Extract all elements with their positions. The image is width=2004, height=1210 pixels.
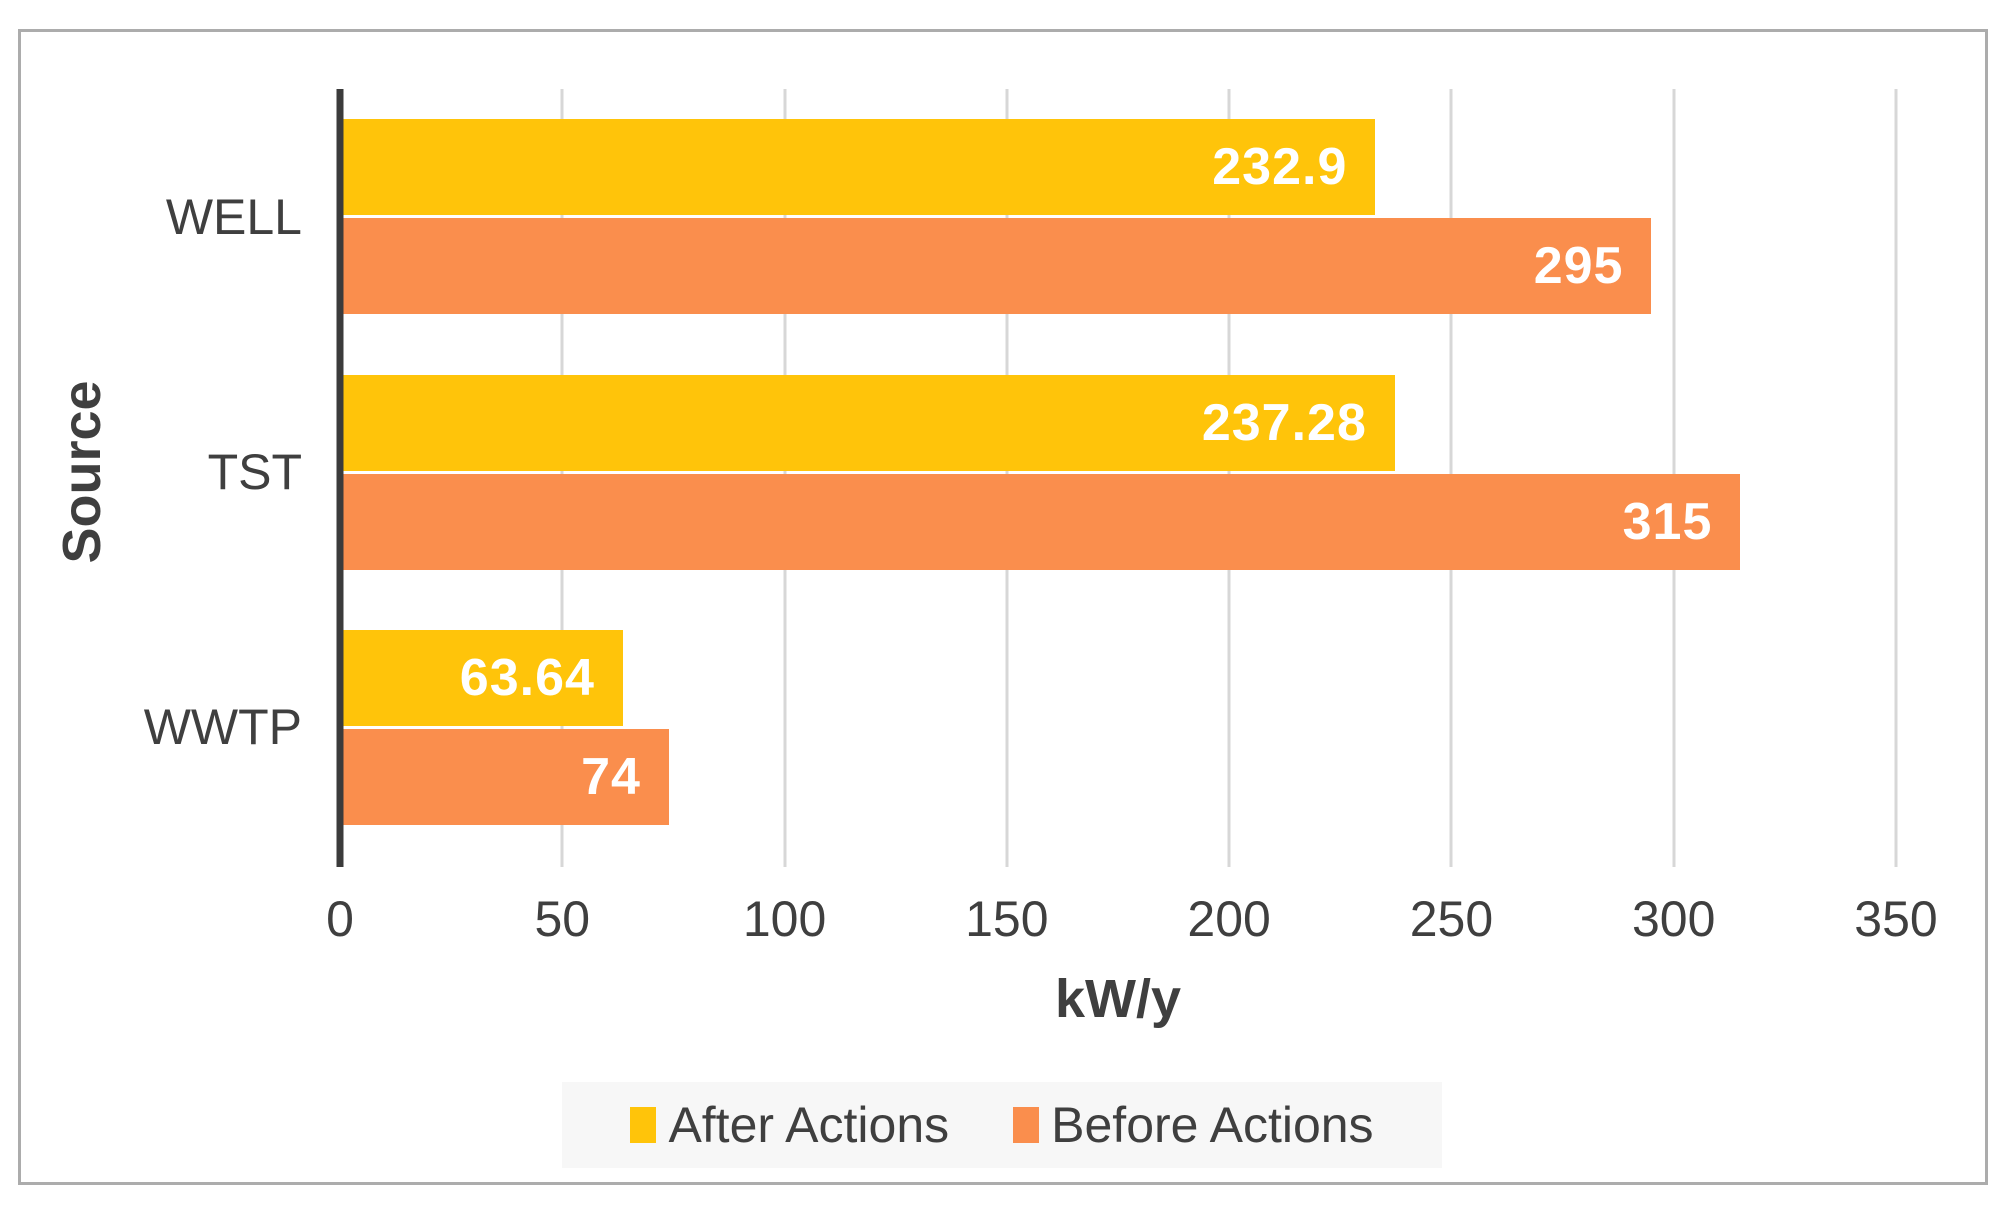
y-axis-line (336, 89, 344, 867)
bar-value-label-before-actions-wwtp: 74 (581, 747, 641, 806)
bar-before-actions-tst: 315 (340, 473, 1741, 570)
bar-after-actions-tst: 237.28 (340, 374, 1395, 471)
bar-after-actions-wwtp: 63.64 (340, 629, 623, 726)
bar-value-label-after-actions-wwtp: 63.64 (459, 648, 595, 707)
chart-legend: After Actions Before Actions (562, 1082, 1442, 1168)
category-label-tst: TST (207, 444, 302, 500)
legend-marker-after-actions-icon (630, 1107, 657, 1143)
x-axis-title: kW/y (1054, 969, 1182, 1029)
bar-value-label-before-actions-tst: 315 (1622, 492, 1713, 551)
x-tick-label-100: 100 (742, 891, 827, 947)
legend-label-before-actions: Before Actions (1051, 1097, 1374, 1153)
x-tick-label-350: 350 (1854, 891, 1938, 947)
bar-after-actions-well: 232.9 (340, 119, 1376, 216)
x-tick-label-200: 200 (1187, 891, 1271, 947)
x-tick-label-250: 250 (1409, 891, 1494, 947)
category-label-well: WELL (165, 188, 302, 245)
category-label-wwtp: WWTP (143, 699, 302, 756)
bar-value-label-before-actions-well: 295 (1533, 237, 1624, 296)
gridline-350 (1894, 89, 1898, 867)
legend-item-before-actions: Before Actions (1013, 1096, 1374, 1154)
bar-value-label-after-actions-tst: 237.28 (1201, 393, 1367, 452)
x-tick-label-150: 150 (965, 891, 1049, 947)
x-tick-label-50: 50 (534, 891, 591, 947)
legend-label-after-actions: After Actions (668, 1097, 950, 1153)
bar-value-label-after-actions-well: 232.9 (1212, 138, 1348, 197)
bar-before-actions-wwtp: 74 (340, 728, 669, 825)
bar-before-actions-well: 295 (340, 218, 1652, 315)
legend-item-after-actions: After Actions (630, 1096, 949, 1154)
legend-marker-before-actions-icon (1013, 1107, 1040, 1143)
x-tick-label-300: 300 (1631, 891, 1716, 947)
x-tick-label-0: 0 (326, 891, 354, 947)
plot-area: 232.9 295 237.28 315 63.64 74 (336, 89, 1898, 867)
